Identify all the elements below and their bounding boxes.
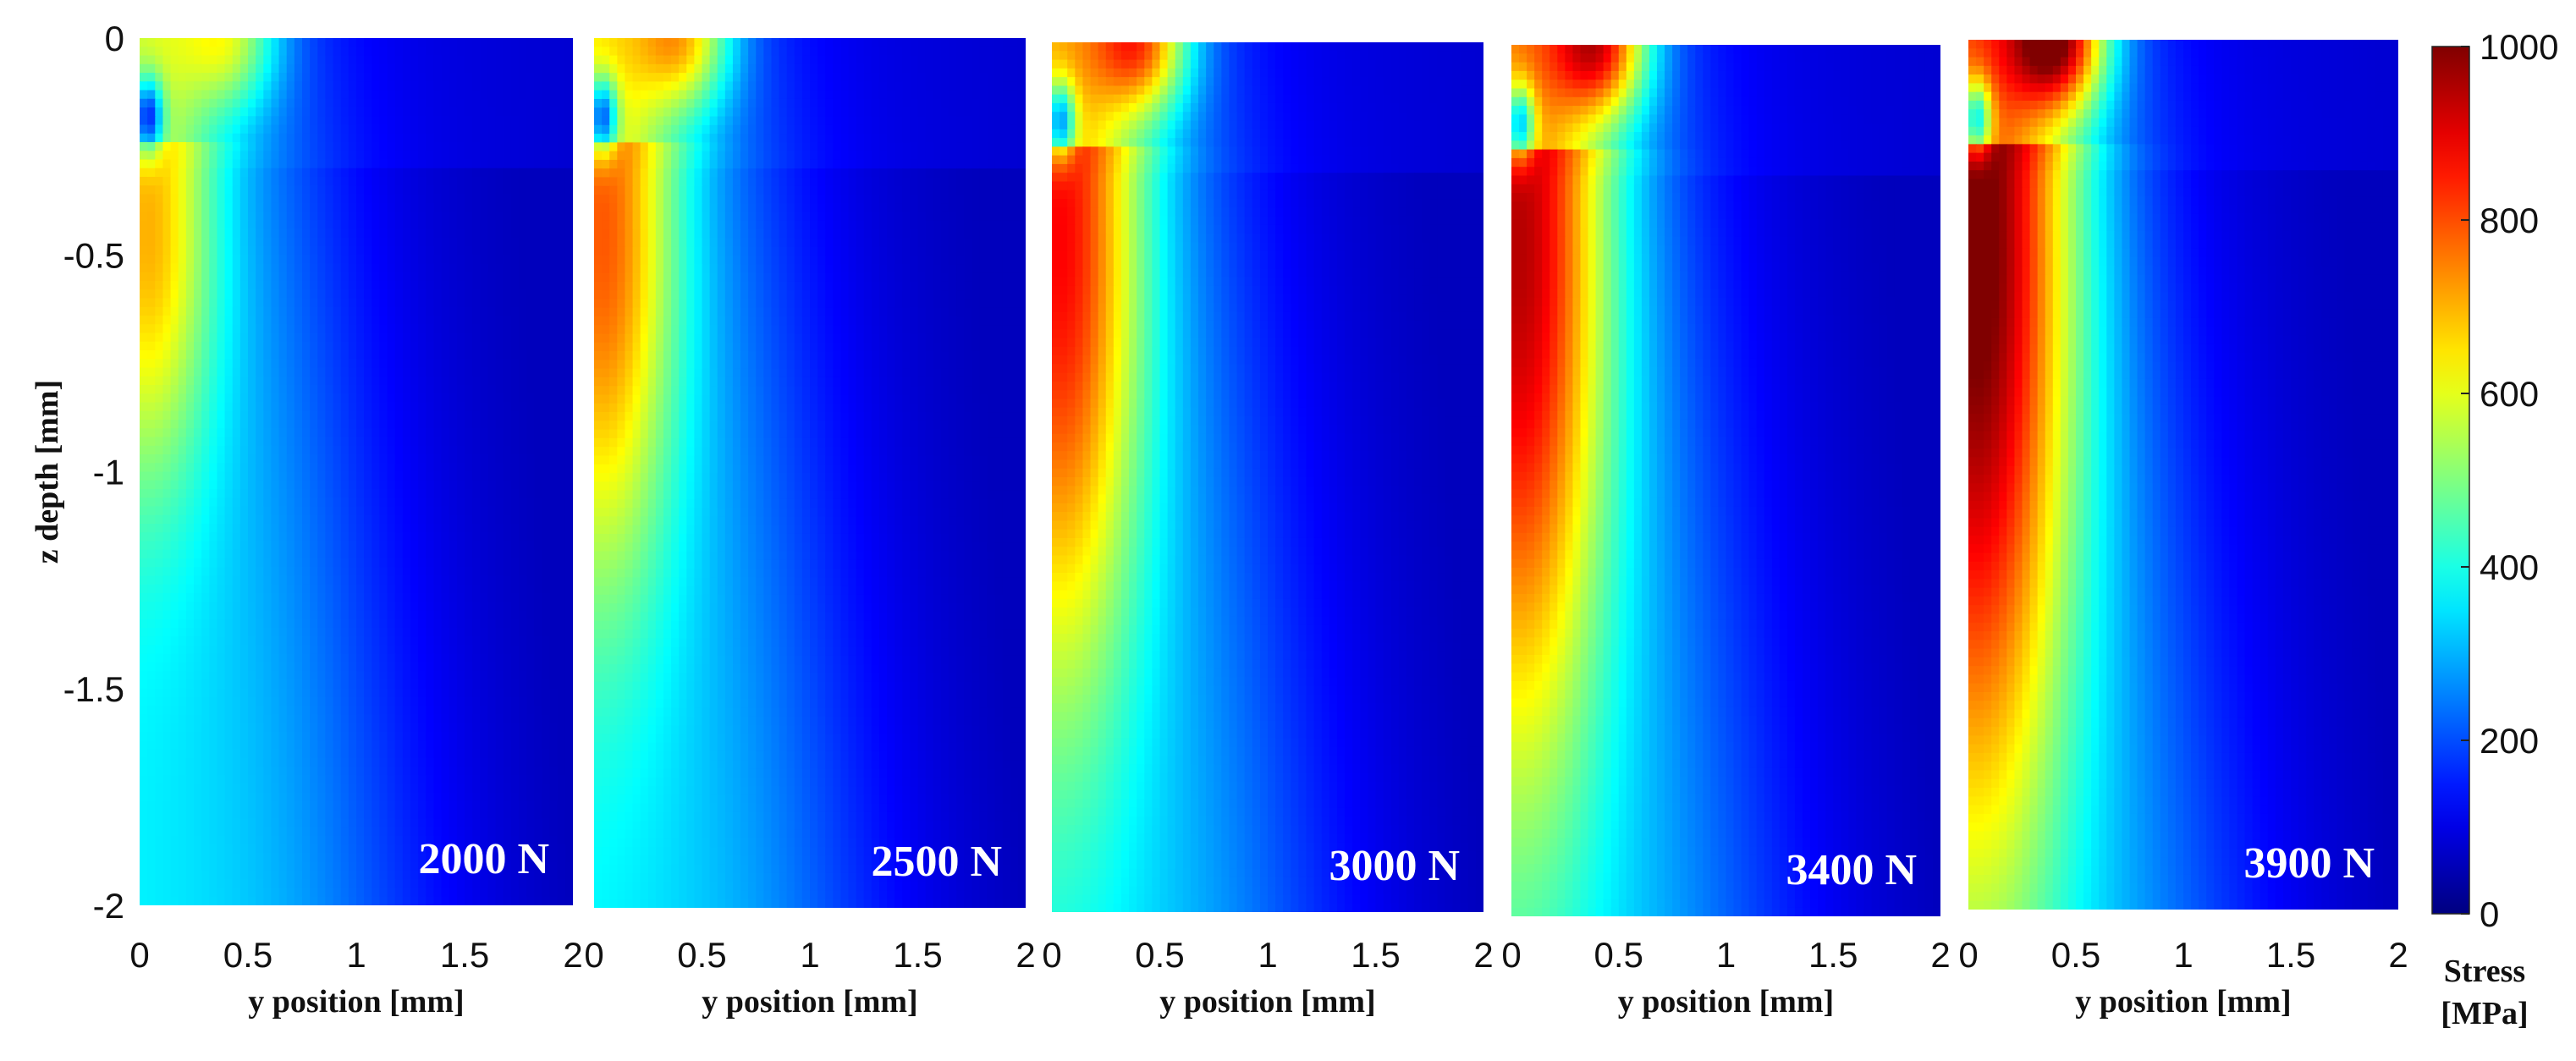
y-tick-label: -1.5 (63, 669, 124, 709)
panel-load-label: 3000 N (1329, 842, 1460, 890)
panel-3900n: 3900 N 0 0.5 1 1.5 2 y position [mm] (1958, 40, 2408, 1020)
x-tick-label: 0 (1958, 935, 1978, 975)
x-tick-label: 0 (1042, 935, 1061, 975)
x-tick-label: 0 (129, 935, 149, 975)
panel-3400n: 3400 N 0 0.5 1 1.5 2 y position [mm] (1501, 45, 1951, 1020)
x-axis-label: y position [mm] (702, 984, 917, 1020)
stress-field (1052, 42, 1483, 912)
x-tick-label: 0 (584, 935, 603, 975)
panel-2000n: 2000 N 0 0.5 1 1.5 2 y position [mm] (129, 38, 583, 1020)
panel-2500n: 2500 N 0 0.5 1 1.5 2 y position [mm] (584, 38, 1036, 1020)
stress-field (594, 38, 1026, 908)
x-tick-label: 0.5 (677, 935, 726, 975)
x-tick-label: 2 (1473, 935, 1493, 975)
stress-field (1511, 45, 1940, 916)
colorbar-tick-label: 800 (2480, 201, 2539, 240)
x-tick-label: 0 (1501, 935, 1521, 975)
x-tick-label: 1.5 (2266, 935, 2315, 975)
x-tick-label: 1.5 (440, 935, 489, 975)
stress-field (140, 38, 573, 905)
x-tick-label: 1 (2173, 935, 2193, 975)
colorbar-title: Stress (2444, 954, 2525, 989)
colorbar: 1000 800 600 400 200 0 Stress [MPa] (2431, 27, 2558, 1031)
x-tick-label: 0.5 (2051, 935, 2100, 975)
x-tick-label: 1.5 (893, 935, 942, 975)
y-axis: 0 -0.5 -1 -1.5 -2 z depth [mm] (30, 19, 124, 926)
y-tick-label: -0.5 (63, 235, 124, 275)
x-tick-label: 1.5 (1808, 935, 1858, 975)
colorbar-gradient (2431, 46, 2470, 915)
stress-field (1968, 40, 2398, 910)
y-axis-label: z depth [mm] (30, 380, 65, 563)
x-tick-label: 1 (346, 935, 366, 975)
x-tick-label: 0.5 (223, 935, 272, 975)
panel-load-label: 3900 N (2243, 839, 2375, 888)
panel-load-label: 2000 N (418, 835, 549, 883)
x-tick-label: 1 (1258, 935, 1277, 975)
x-axis-label: y position [mm] (2075, 984, 2291, 1020)
y-tick-label: -2 (93, 886, 124, 926)
x-axis-label: y position [mm] (248, 984, 464, 1020)
x-tick-label: 1 (800, 935, 819, 975)
x-tick-label: 1.5 (1351, 935, 1400, 975)
x-tick-label: 1 (1716, 935, 1736, 975)
colorbar-tick-label: 200 (2480, 721, 2539, 761)
x-tick-label: 2 (2388, 935, 2408, 975)
x-tick-label: 2 (1930, 935, 1950, 975)
x-axis-label: y position [mm] (1618, 984, 1834, 1020)
x-axis-label: y position [mm] (1159, 984, 1375, 1020)
colorbar-tick-label: 0 (2480, 894, 2499, 934)
y-tick-label: -1 (93, 453, 124, 492)
y-tick-label: 0 (105, 19, 124, 58)
colorbar-tick-label: 600 (2480, 374, 2539, 414)
colorbar-tick-label: 400 (2480, 547, 2539, 587)
panel-load-label: 2500 N (871, 838, 1002, 886)
colorbar-tick-label: 1000 (2480, 27, 2558, 67)
x-tick-label: 2 (1016, 935, 1035, 975)
panel-3000n: 3000 N 0 0.5 1 1.5 2 y position [mm] (1042, 42, 1494, 1020)
x-tick-label: 0.5 (1594, 935, 1643, 975)
colorbar-unit: [MPa] (2441, 996, 2528, 1031)
panel-load-label: 3400 N (1786, 846, 1917, 894)
x-tick-label: 2 (563, 935, 582, 975)
x-tick-label: 0.5 (1135, 935, 1184, 975)
panels: 2000 N 0 0.5 1 1.5 2 y position [mm] 2500 N 0 0.5… (129, 38, 2408, 1020)
